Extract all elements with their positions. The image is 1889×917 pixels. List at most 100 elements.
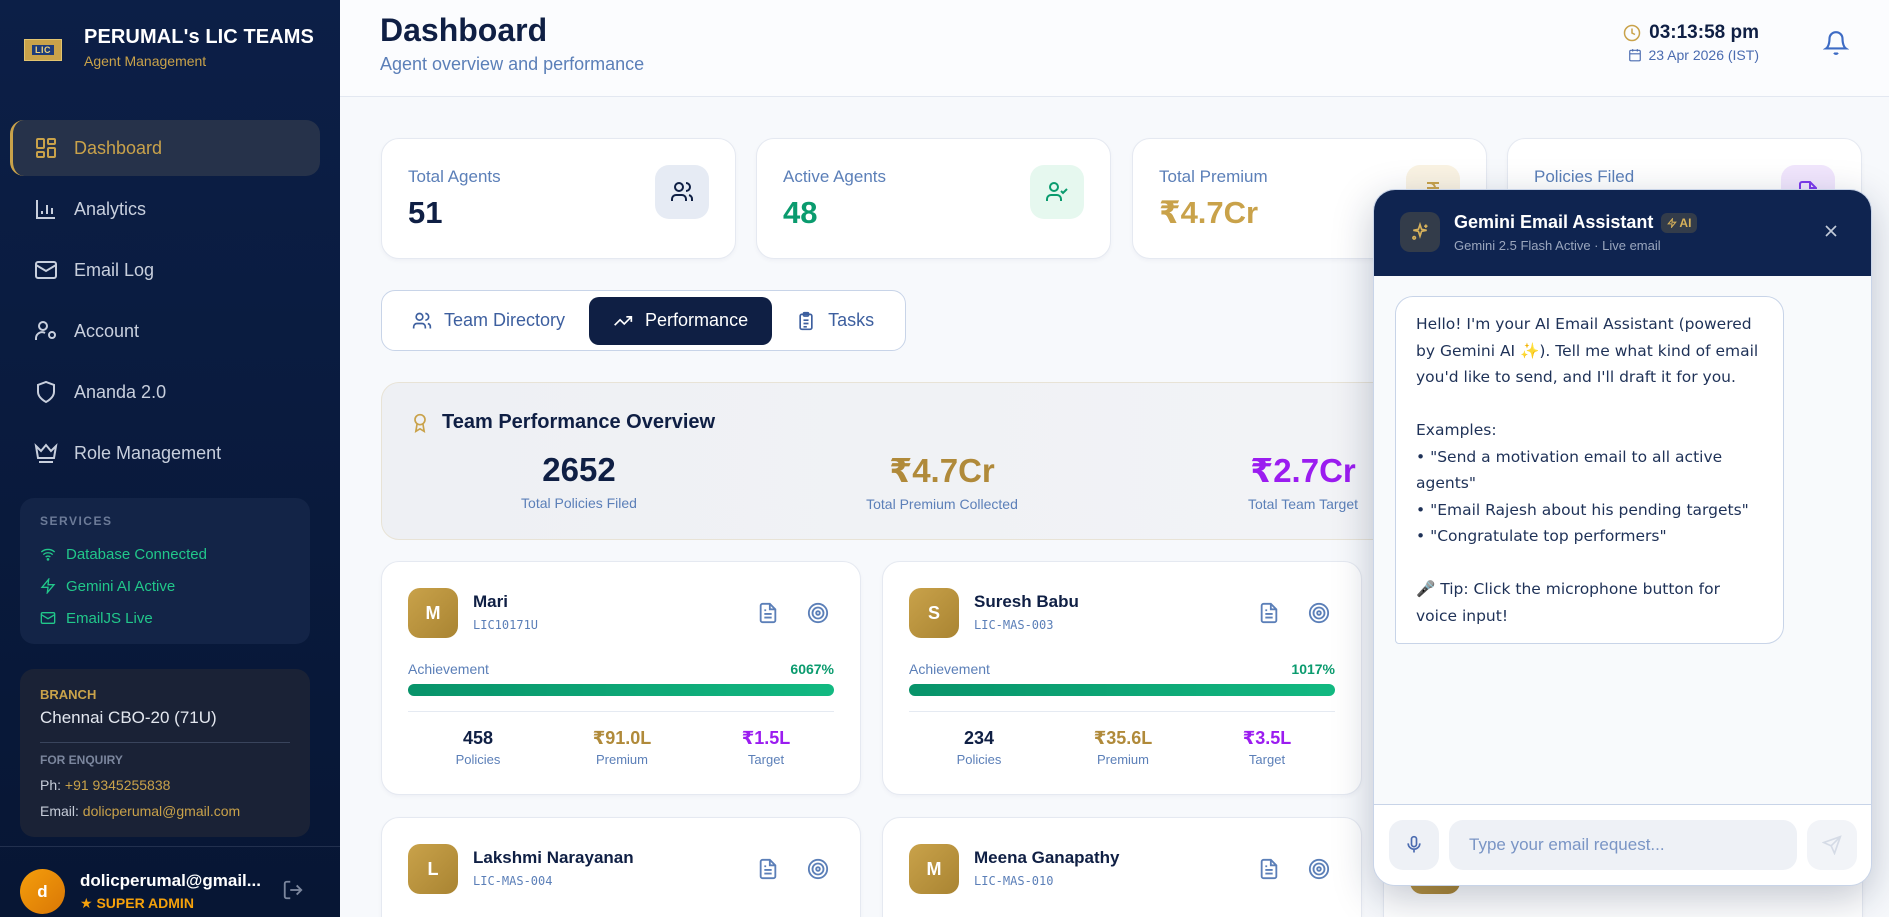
rupee-icon — [1426, 182, 1439, 202]
page-header: Dashboard Agent overview and performance… — [340, 0, 1889, 97]
clock-icon — [1623, 24, 1641, 42]
email-request-input[interactable] — [1449, 820, 1797, 870]
enquiry-email: Email: dolicperumal@gmail.com — [40, 803, 290, 819]
tab-tasks[interactable]: Tasks — [772, 297, 898, 345]
tab-team-directory[interactable]: Team Directory — [388, 297, 589, 345]
perf-value: ₹4.7Cr — [889, 452, 995, 489]
agent-avatar: L — [408, 844, 458, 894]
agent-name: Lakshmi Narayanan — [473, 848, 634, 867]
stat-label: Total Agents — [408, 167, 501, 186]
target-icon[interactable] — [1308, 602, 1330, 624]
mail-icon — [35, 261, 57, 279]
agent-avatar: M — [909, 844, 959, 894]
stat-value: 48 — [783, 195, 818, 230]
microphone-button[interactable] — [1389, 820, 1439, 870]
tab-label: Team Directory — [444, 310, 566, 330]
mail-icon — [40, 612, 56, 624]
crown-icon — [34, 443, 58, 463]
email-link[interactable]: dolicperumal@gmail.com — [82, 803, 241, 819]
agent-stat-premium: ₹35.6L Premium — [1053, 728, 1193, 767]
phone-label: Ph: — [40, 777, 62, 793]
branch-label: BRANCH — [40, 687, 97, 702]
panel-header: Gemini Email Assistant AI Gemini 2.5 Fla… — [1374, 190, 1871, 276]
clipboard-icon — [799, 311, 813, 330]
file-text-icon[interactable] — [757, 858, 779, 880]
panel-title-text: Gemini Email Assistant — [1454, 212, 1654, 232]
users-icon — [412, 312, 432, 328]
target-icon[interactable] — [1308, 858, 1330, 880]
agent-name: Meena Ganapathy — [974, 848, 1120, 867]
stat-value: ₹4.7Cr — [1159, 195, 1259, 230]
shield-icon — [37, 380, 55, 404]
agent-name: Mari — [473, 592, 508, 611]
target-icon[interactable] — [807, 858, 829, 880]
agent-card: M Meena Ganapathy LIC-MAS-010 — [882, 817, 1362, 917]
sidebar-item-label: Role Management — [74, 442, 222, 463]
file-text-icon[interactable] — [757, 602, 779, 624]
sidebar-item-label: Ananda 2.0 — [74, 381, 167, 402]
stat-card-active-agents: Active Agents 48 — [756, 138, 1111, 259]
agent-card: M Mari LIC10171U Achievement 6067% 458 P… — [381, 561, 861, 795]
enquiry-phone: Ph: +91 9345255838 — [40, 777, 290, 793]
sidebar-item-label: Account — [74, 320, 140, 341]
panel-title: Gemini Email Assistant AI — [1454, 212, 1698, 233]
sidebar-nav: Dashboard Analytics Email Log Account An… — [10, 120, 320, 486]
branch-panel: BRANCH Chennai CBO-20 (71U) FOR ENQUIRY … — [20, 669, 310, 837]
calendar-icon — [1629, 49, 1642, 62]
trending-up-icon — [614, 315, 633, 326]
dashboard-grid-icon — [36, 138, 56, 158]
sidebar: LIC PERUMAL's LIC TEAMS Agent Management… — [0, 0, 340, 917]
stat-icon-box — [1030, 165, 1084, 219]
service-emailjs: EmailJS Live — [40, 602, 290, 634]
sidebar-item-dashboard[interactable]: Dashboard — [10, 120, 320, 176]
stat-label: Target — [1248, 752, 1286, 767]
gemini-email-assistant-panel: Gemini Email Assistant AI Gemini 2.5 Fla… — [1373, 189, 1872, 886]
service-label: Database Connected — [66, 545, 207, 563]
stat-label: Target — [747, 752, 785, 767]
sidebar-item-ananda[interactable]: Ananda 2.0 — [10, 364, 320, 420]
agent-stat-target: ₹3.5L Target — [1197, 728, 1337, 767]
sidebar-item-email-log[interactable]: Email Log — [10, 242, 320, 298]
avatar[interactable]: d — [20, 869, 65, 914]
sidebar-item-analytics[interactable]: Analytics — [10, 181, 320, 237]
bell-icon[interactable] — [1823, 30, 1849, 56]
divider — [40, 742, 290, 743]
award-icon — [414, 413, 426, 433]
logout-icon[interactable] — [282, 879, 304, 901]
email-label: Email: — [40, 803, 79, 819]
close-icon[interactable] — [1821, 221, 1841, 241]
date: 23 Apr 2026 (IST) — [1628, 47, 1759, 63]
file-text-icon[interactable] — [1258, 602, 1280, 624]
wifi-icon — [40, 548, 56, 561]
stat-label: Policies Filed — [1534, 167, 1635, 186]
tab-performance[interactable]: Performance — [589, 296, 773, 345]
send-button[interactable] — [1807, 820, 1857, 870]
zap-icon — [1667, 217, 1678, 228]
perf-stat-policies: 2652 Total Policies Filed — [459, 451, 699, 511]
agent-avatar: M — [408, 588, 458, 638]
stat-value: 51 — [408, 195, 443, 230]
perf-value: ₹2.7Cr — [1250, 452, 1356, 489]
achievement-label: Achievement — [408, 661, 489, 677]
logo-text: LIC — [32, 44, 54, 55]
file-text-icon[interactable] — [1258, 858, 1280, 880]
perf-label: Total Premium Collected — [866, 496, 1018, 512]
target-icon[interactable] — [807, 602, 829, 624]
stat-card-total-agents: Total Agents 51 — [381, 138, 736, 259]
stat-label: Total Premium — [1159, 167, 1268, 186]
perf-label: Total Team Target — [1248, 496, 1358, 512]
phone-link[interactable]: +91 9345255838 — [64, 777, 171, 793]
agent-avatar: S — [909, 588, 959, 638]
sidebar-item-role-management[interactable]: Role Management — [10, 425, 320, 481]
stat-value: ₹1.5L — [741, 728, 791, 748]
brand-title: PERUMAL's LIC TEAMS — [84, 26, 314, 48]
stat-value: ₹91.0L — [592, 728, 652, 748]
zap-icon — [40, 578, 56, 594]
ai-badge: AI — [1661, 212, 1698, 233]
stat-label: Premium — [1096, 752, 1149, 767]
achievement-label: Achievement — [909, 661, 990, 677]
user-role-badge: ★ SUPER ADMIN — [80, 895, 194, 911]
sidebar-item-account[interactable]: Account — [10, 303, 320, 359]
microphone-icon — [1407, 835, 1421, 853]
stat-value: 234 — [963, 728, 995, 748]
